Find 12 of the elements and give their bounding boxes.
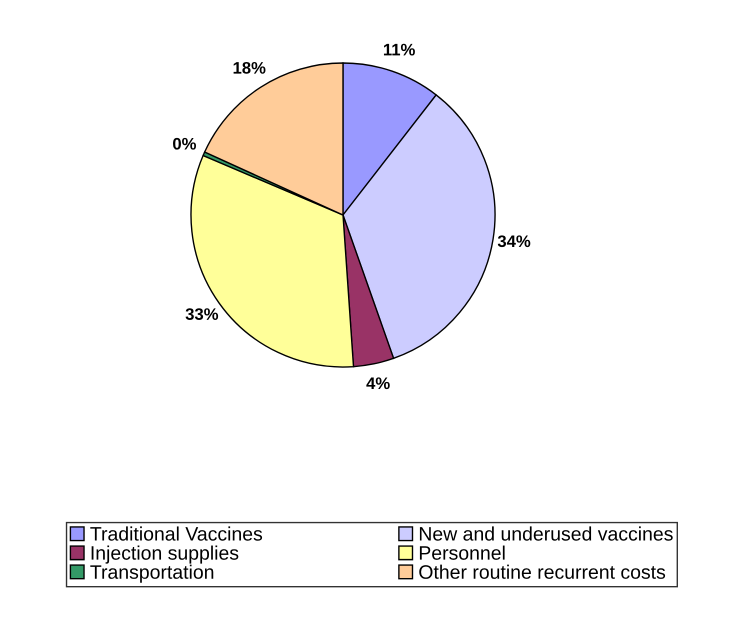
legend-label: Traditional Vaccines	[90, 526, 262, 541]
data-label: 4%	[366, 377, 390, 390]
data-label: 18%	[234, 62, 266, 74]
legend-label: Injection supplies	[92, 546, 238, 564]
legend-label: New and underused vaccines	[420, 526, 673, 541]
data-label: 0%	[173, 138, 196, 150]
legend-label: Other routine recurrent costs	[419, 564, 666, 579]
legend-label: Transportation	[90, 564, 214, 583]
data-label: 34%	[498, 235, 530, 248]
data-label: 11%	[384, 44, 415, 56]
data-label: 33%	[186, 308, 218, 320]
legend-label: Personnel	[420, 546, 505, 560]
